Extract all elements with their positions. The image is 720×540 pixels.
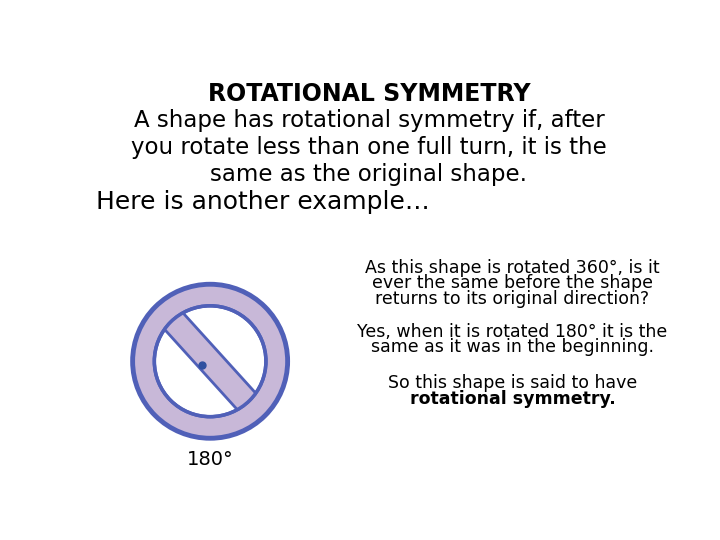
Text: Here is another example…: Here is another example… [96,190,430,214]
Text: ever the same before the shape: ever the same before the shape [372,274,653,292]
Text: same as it was in the beginning.: same as it was in the beginning. [371,338,654,356]
Text: So this shape is said to have: So this shape is said to have [388,374,637,393]
Text: rotational symmetry.: rotational symmetry. [410,390,616,408]
Text: ROTATIONAL SYMMETRY: ROTATIONAL SYMMETRY [207,82,531,106]
Text: A shape has rotational symmetry if, after: A shape has rotational symmetry if, afte… [134,110,604,132]
Polygon shape [156,303,265,420]
Circle shape [154,306,266,417]
Text: As this shape is rotated 360°, is it: As this shape is rotated 360°, is it [365,259,660,277]
Text: returns to its original direction?: returns to its original direction? [375,289,649,308]
Text: you rotate less than one full turn, it is the: you rotate less than one full turn, it i… [131,137,607,159]
Text: same as the original shape.: same as the original shape. [210,164,528,186]
Text: Yes, when it is rotated 180° it is the: Yes, when it is rotated 180° it is the [357,323,667,341]
Text: 180°: 180° [186,450,233,469]
Circle shape [132,284,287,438]
